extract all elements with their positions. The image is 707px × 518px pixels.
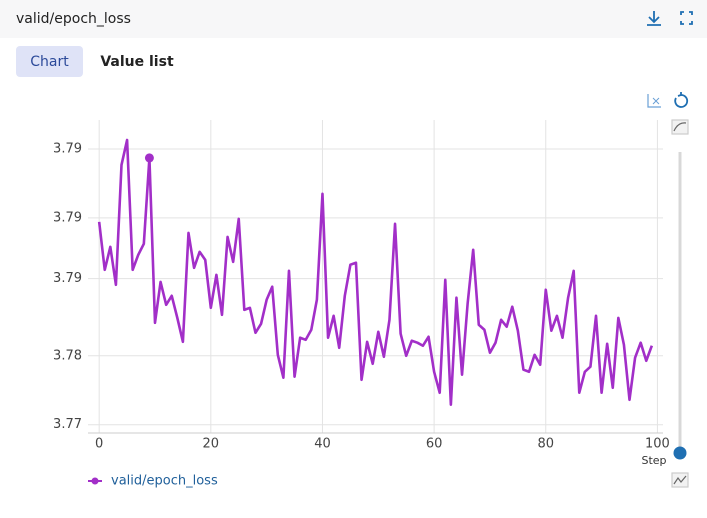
- reset-button[interactable]: [674, 92, 689, 108]
- x-tick-label: 80: [537, 437, 554, 452]
- legend-label: valid/epoch_loss: [111, 474, 218, 489]
- panel-title: valid/epoch_loss: [16, 11, 131, 27]
- tab-active-bg: [16, 46, 83, 77]
- header-bar: [0, 0, 707, 38]
- axis-scale-button[interactable]: [647, 94, 661, 108]
- y-tick-label: 3.79: [53, 271, 82, 286]
- plot: 3.77 3.78 3.79 3.79 3.79 0 20 40 60 80 100 Step vali…: [53, 120, 670, 489]
- x-tick-label: 20: [203, 437, 220, 452]
- y-tick-label: 3.78: [53, 348, 82, 363]
- smoothing-slider-knob[interactable]: [673, 446, 687, 460]
- download-button[interactable]: [647, 11, 661, 26]
- highlight-point: [144, 153, 154, 163]
- x-axis-label: Step: [641, 454, 666, 467]
- y-tick-label: 3.79: [53, 141, 82, 156]
- legend-marker: [91, 477, 99, 485]
- raw-icon: [671, 472, 689, 488]
- x-tick-label: 0: [95, 437, 103, 452]
- series-line: [97, 138, 654, 407]
- x-tick-label: 60: [426, 437, 443, 452]
- fullscreen-button[interactable]: [680, 11, 693, 25]
- y-tick-label: 3.79: [53, 210, 82, 225]
- tab[interactable]: Value list: [100, 54, 174, 70]
- smoothing-icon: [671, 119, 689, 135]
- x-tick-label: 40: [314, 437, 331, 452]
- y-tick-label: 3.77: [53, 417, 82, 432]
- x-tick-label: 100: [645, 437, 670, 452]
- tab[interactable]: Chart: [30, 54, 69, 70]
